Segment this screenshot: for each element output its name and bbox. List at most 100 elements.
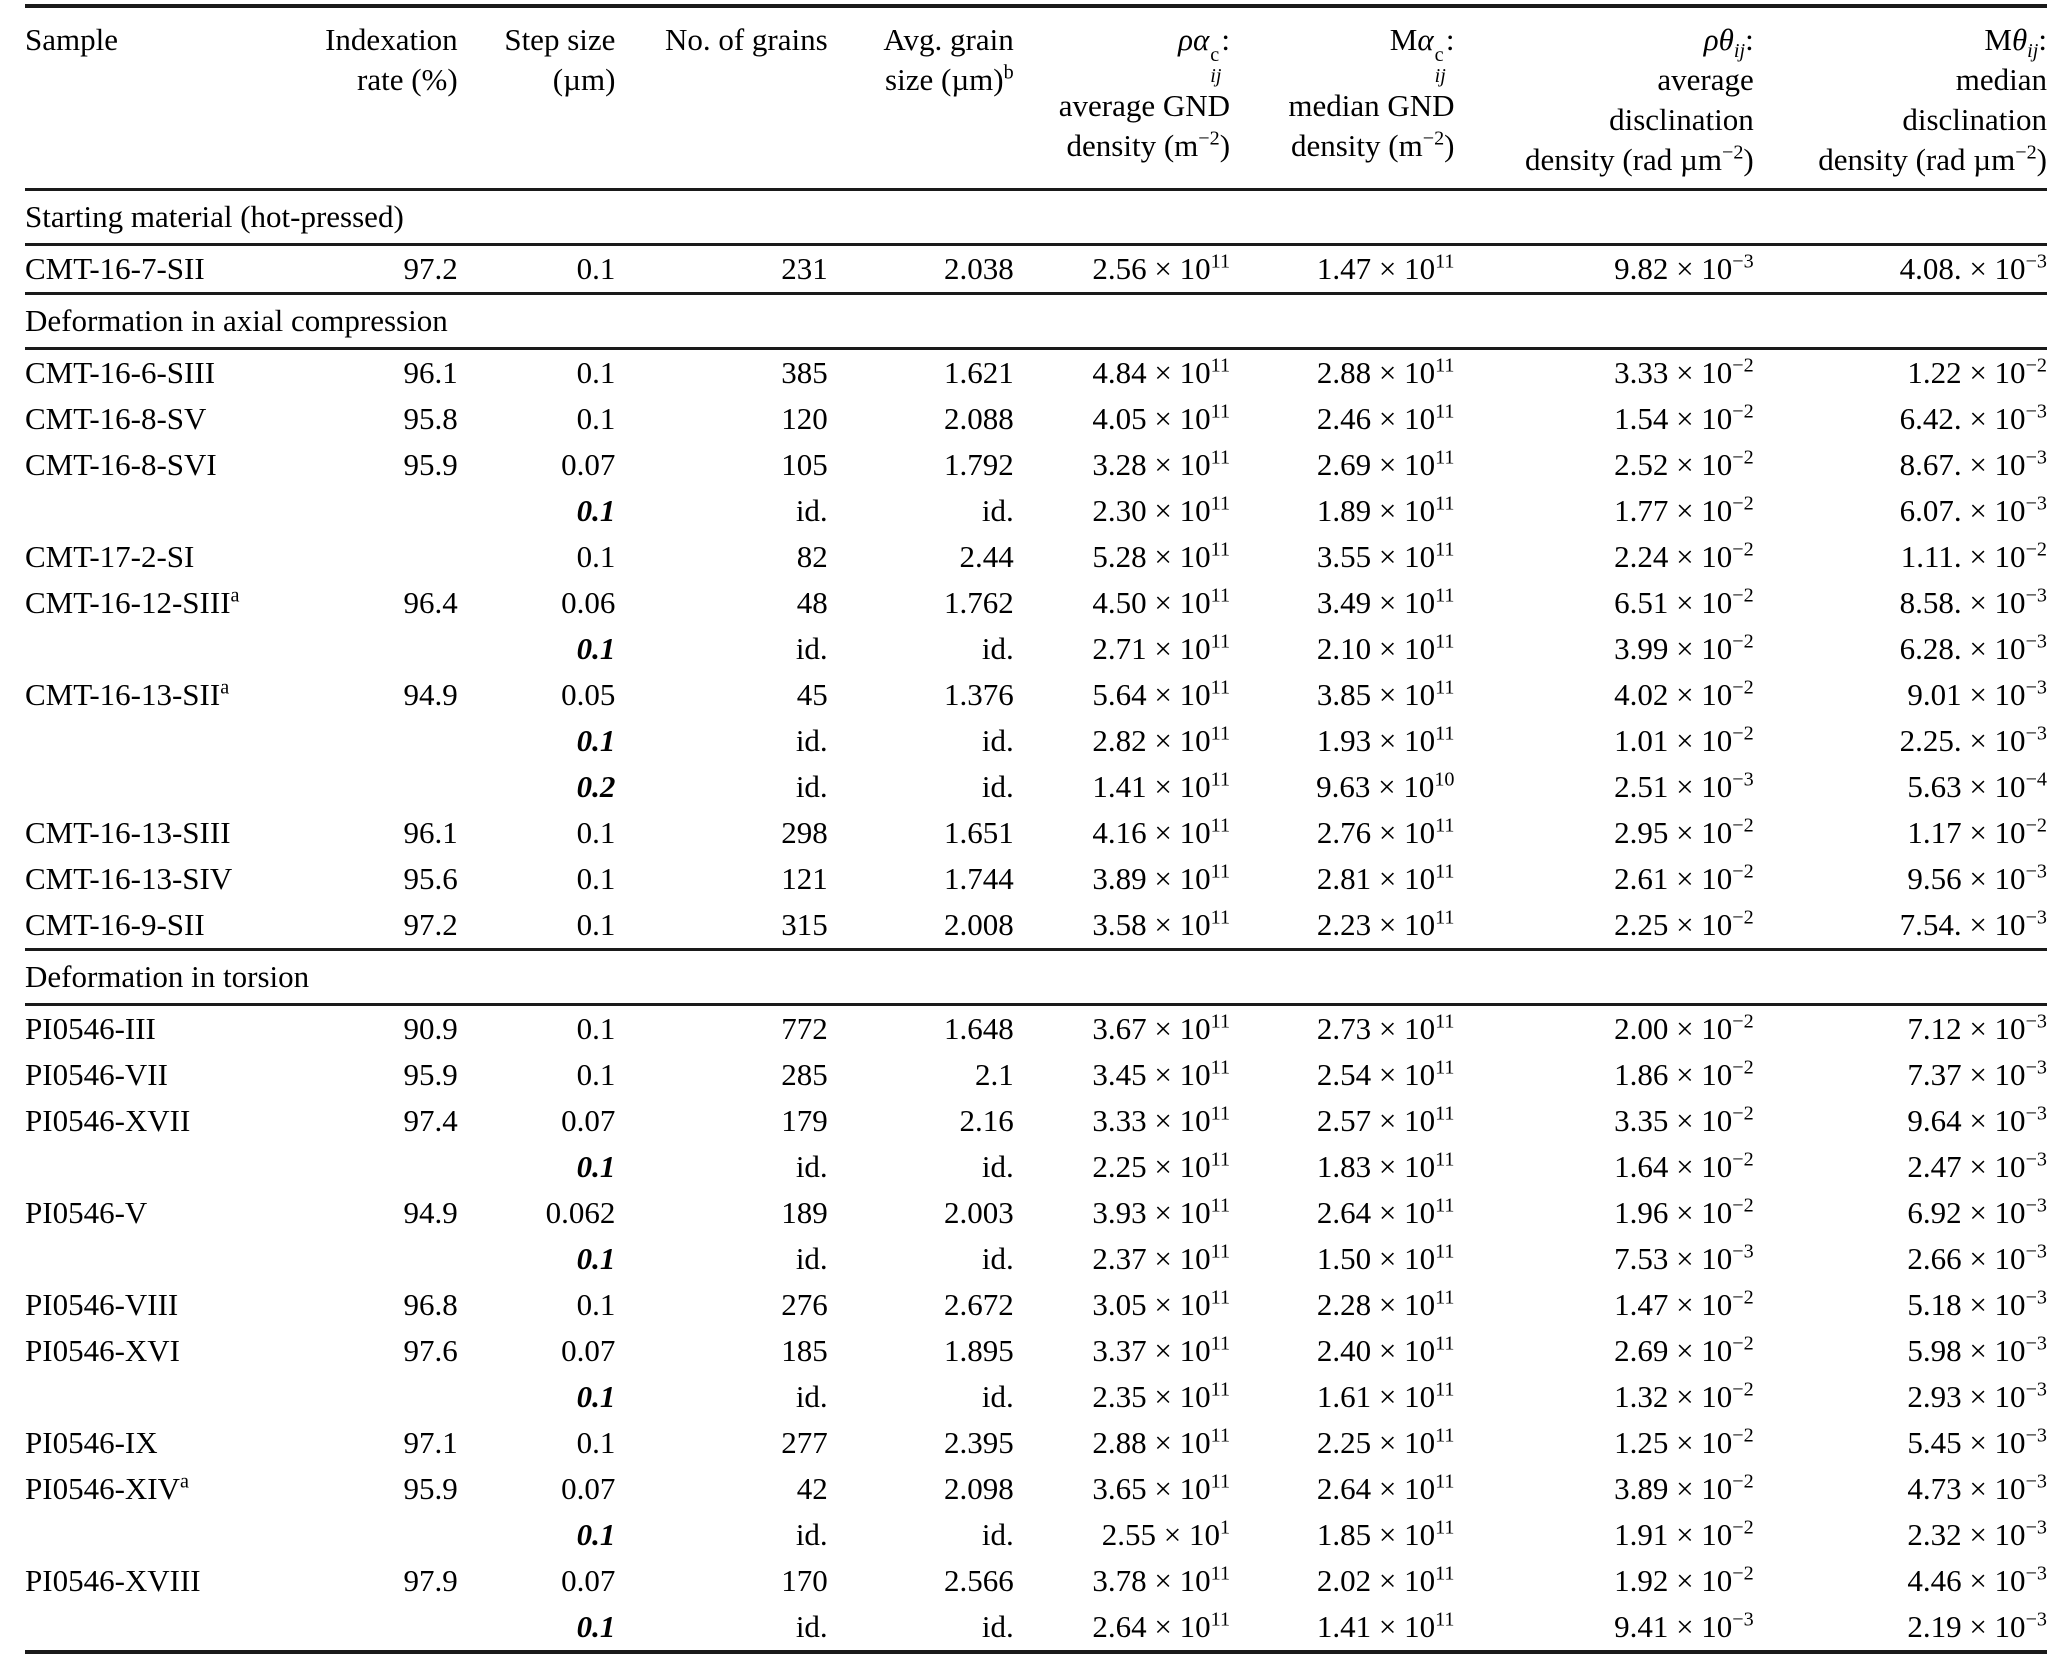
cell-median-disclination-density: 2.66 × 10−3 bbox=[1907, 1240, 2047, 1276]
cell-no-of-grains: id. bbox=[795, 1241, 828, 1276]
cell-indexation-rate: 95.8 bbox=[403, 401, 458, 436]
cell-avg-disclination-density: 2.00 × 10−2 bbox=[1614, 1010, 1754, 1046]
cell-median-disclination-density: 7.54. × 10−3 bbox=[1899, 906, 2047, 942]
cell-sample: PI0546-III bbox=[25, 1011, 156, 1046]
col-header-median-gnd-density: Mα c ij: median GND density (m−2) bbox=[1230, 6, 1455, 191]
cell-avg-disclination-density: 1.96 × 10−2 bbox=[1614, 1194, 1754, 1230]
cell-avg-gnd-density: 4.50 × 1011 bbox=[1092, 584, 1231, 620]
cell-step-size: 0.07 bbox=[561, 1333, 616, 1368]
col-header-line: density (rad µm−2) bbox=[1525, 141, 1754, 177]
cell-no-of-grains: 185 bbox=[781, 1333, 828, 1368]
table-row: PI0546-XVII 97.4 0.07 179 2.16 3.33 × 1011 2.5… bbox=[25, 1098, 2047, 1144]
table-row: PI0546-IX 97.1 0.1 277 2.395 2.88 × 1011 2.25 … bbox=[25, 1420, 2047, 1466]
cell-no-of-grains: id. bbox=[795, 631, 828, 666]
cell-median-disclination-density: 2.47 × 10−3 bbox=[1907, 1148, 2047, 1184]
cell-sample: PI0546-XVII bbox=[25, 1103, 191, 1138]
cell-no-of-grains: 45 bbox=[796, 677, 828, 712]
cell-step-size: 0.1 bbox=[576, 1149, 616, 1184]
cell-median-gnd-density: 2.76 × 1011 bbox=[1316, 814, 1455, 850]
cell-no-of-grains: id. bbox=[795, 493, 828, 528]
table-row: PI0546-XIVa 95.9 0.07 42 2.098 3.65 × 1011 2.6… bbox=[25, 1466, 2047, 1512]
cell-avg-gnd-density: 3.93 × 1011 bbox=[1092, 1194, 1231, 1230]
cell-median-disclination-density: 4.08. × 10−3 bbox=[1899, 250, 2047, 286]
cell-avg-gnd-density: 2.55 × 101 bbox=[1101, 1516, 1231, 1552]
cell-indexation-rate bbox=[310, 626, 458, 672]
cell-no-of-grains: 120 bbox=[781, 401, 828, 436]
cell-sample: CMT-16-6-SIII bbox=[25, 355, 216, 390]
cell-step-size: 0.07 bbox=[561, 447, 616, 482]
table-row: 0.1 id. id. 2.37 × 1011 1.50 × 1011 7.53 × 10… bbox=[25, 1236, 2047, 1282]
cell-avg-disclination-density: 2.95 × 10−2 bbox=[1614, 814, 1754, 850]
cell-median-gnd-density: 3.85 × 1011 bbox=[1316, 676, 1455, 712]
cell-avg-disclination-density: 1.01 × 10−2 bbox=[1614, 722, 1754, 758]
cell-median-gnd-density: 1.89 × 1011 bbox=[1316, 492, 1455, 528]
col-header-line: Indexation bbox=[325, 22, 458, 57]
cell-sample: CMT-16-8-SVI bbox=[25, 447, 217, 482]
cell-indexation-rate: 97.2 bbox=[403, 251, 458, 286]
cell-avg-disclination-density: 6.51 × 10−2 bbox=[1614, 584, 1754, 620]
cell-avg-grain-size: 2.395 bbox=[943, 1425, 1014, 1460]
cell-avg-grain-size: 2.038 bbox=[943, 251, 1014, 286]
cell-median-gnd-density: 2.28 × 1011 bbox=[1316, 1286, 1455, 1322]
cell-median-disclination-density: 5.45 × 10−3 bbox=[1907, 1424, 2047, 1460]
cell-median-disclination-density: 1.17 × 10−2 bbox=[1907, 814, 2047, 850]
cell-indexation-rate: 94.9 bbox=[403, 1195, 458, 1230]
cell-sample: CMT-16-7-SII bbox=[25, 251, 205, 286]
cell-avg-grain-size: id. bbox=[981, 769, 1014, 804]
cell-sample: CMT-16-13-SIV bbox=[25, 861, 233, 896]
cell-indexation-rate bbox=[310, 1144, 458, 1190]
cell-step-size: 0.2 bbox=[576, 769, 616, 804]
cell-no-of-grains: 48 bbox=[796, 585, 828, 620]
cell-step-size: 0.1 bbox=[576, 1287, 616, 1322]
cell-median-gnd-density: 2.46 × 1011 bbox=[1316, 400, 1455, 436]
cell-indexation-rate: 96.8 bbox=[403, 1287, 458, 1322]
cell-avg-gnd-density: 3.78 × 1011 bbox=[1092, 1562, 1231, 1598]
col-header-indexation-rate: Indexation rate (%) bbox=[310, 6, 458, 191]
col-header-step-size: Step size (µm) bbox=[457, 6, 616, 191]
cell-indexation-rate: 95.9 bbox=[403, 1057, 458, 1092]
table-row: PI0546-III 90.9 0.1 772 1.648 3.67 × 1011 2.73… bbox=[25, 1005, 2047, 1053]
table-row: 0.1 id. id. 2.64 × 1011 1.41 × 1011 9.41 × 10… bbox=[25, 1604, 2047, 1652]
cell-indexation-rate bbox=[310, 718, 458, 764]
cell-avg-grain-size: 2.088 bbox=[943, 401, 1014, 436]
cell-avg-grain-size: id. bbox=[981, 1149, 1014, 1184]
cell-avg-gnd-density: 4.05 × 1011 bbox=[1092, 400, 1231, 436]
cell-no-of-grains: 772 bbox=[781, 1011, 828, 1046]
cell-sample: PI0546-V bbox=[25, 1195, 148, 1230]
col-header-avg-disclination-density: ρθij: average disclination density (rad µm−… bbox=[1454, 6, 1754, 191]
cell-avg-disclination-density: 1.54 × 10−2 bbox=[1614, 400, 1754, 436]
table-row: PI0546-V 94.9 0.062 189 2.003 3.93 × 1011 2.64… bbox=[25, 1190, 2047, 1236]
cell-avg-grain-size: 2.1 bbox=[974, 1057, 1014, 1092]
cell-avg-grain-size: 1.376 bbox=[943, 677, 1014, 712]
cell-median-gnd-density: 2.57 × 1011 bbox=[1316, 1102, 1455, 1138]
section-title: Starting material (hot-pressed) bbox=[25, 188, 2047, 246]
cell-avg-gnd-density: 1.41 × 1011 bbox=[1092, 768, 1231, 804]
col-header-line: rate (%) bbox=[357, 62, 458, 97]
cell-step-size: 0.1 bbox=[576, 723, 616, 758]
cell-step-size: 0.1 bbox=[576, 861, 616, 896]
cell-sample bbox=[25, 488, 310, 534]
cell-median-disclination-density: 4.46 × 10−3 bbox=[1907, 1562, 2047, 1598]
col-header-avg-gnd-density: ρα c ij: average GND density (m−2) bbox=[1013, 6, 1231, 191]
cell-avg-gnd-density: 3.28 × 1011 bbox=[1092, 446, 1231, 482]
cell-sample: CMT-16-8-SV bbox=[25, 401, 207, 436]
cell-median-disclination-density: 7.37 × 10−3 bbox=[1907, 1056, 2047, 1092]
cell-avg-disclination-density: 2.52 × 10−2 bbox=[1614, 446, 1754, 482]
cell-sample bbox=[25, 1236, 310, 1282]
table-header: Sample Indexation rate (%) Step size (µm) No.… bbox=[25, 6, 2047, 191]
col-header-line: average bbox=[1657, 62, 1754, 97]
cell-no-of-grains: 385 bbox=[781, 355, 828, 390]
cell-median-gnd-density: 2.64 × 1011 bbox=[1316, 1194, 1455, 1230]
cell-avg-gnd-density: 5.28 × 1011 bbox=[1092, 538, 1231, 574]
cell-sample bbox=[25, 764, 310, 810]
cell-median-disclination-density: 9.64 × 10−3 bbox=[1907, 1102, 2047, 1138]
col-header-line: density (rad µm−2) bbox=[1818, 141, 2047, 177]
cell-avg-gnd-density: 4.16 × 1011 bbox=[1092, 814, 1231, 850]
cell-avg-grain-size: id. bbox=[981, 1609, 1014, 1644]
cell-median-gnd-density: 2.64 × 1011 bbox=[1316, 1470, 1455, 1506]
col-header-avg-grain-size: Avg. grain size (µm)b bbox=[827, 6, 1014, 191]
cell-indexation-rate: 96.1 bbox=[403, 355, 458, 390]
cell-median-disclination-density: 8.58. × 10−3 bbox=[1899, 584, 2047, 620]
cell-median-gnd-density: 2.69 × 1011 bbox=[1316, 446, 1455, 482]
